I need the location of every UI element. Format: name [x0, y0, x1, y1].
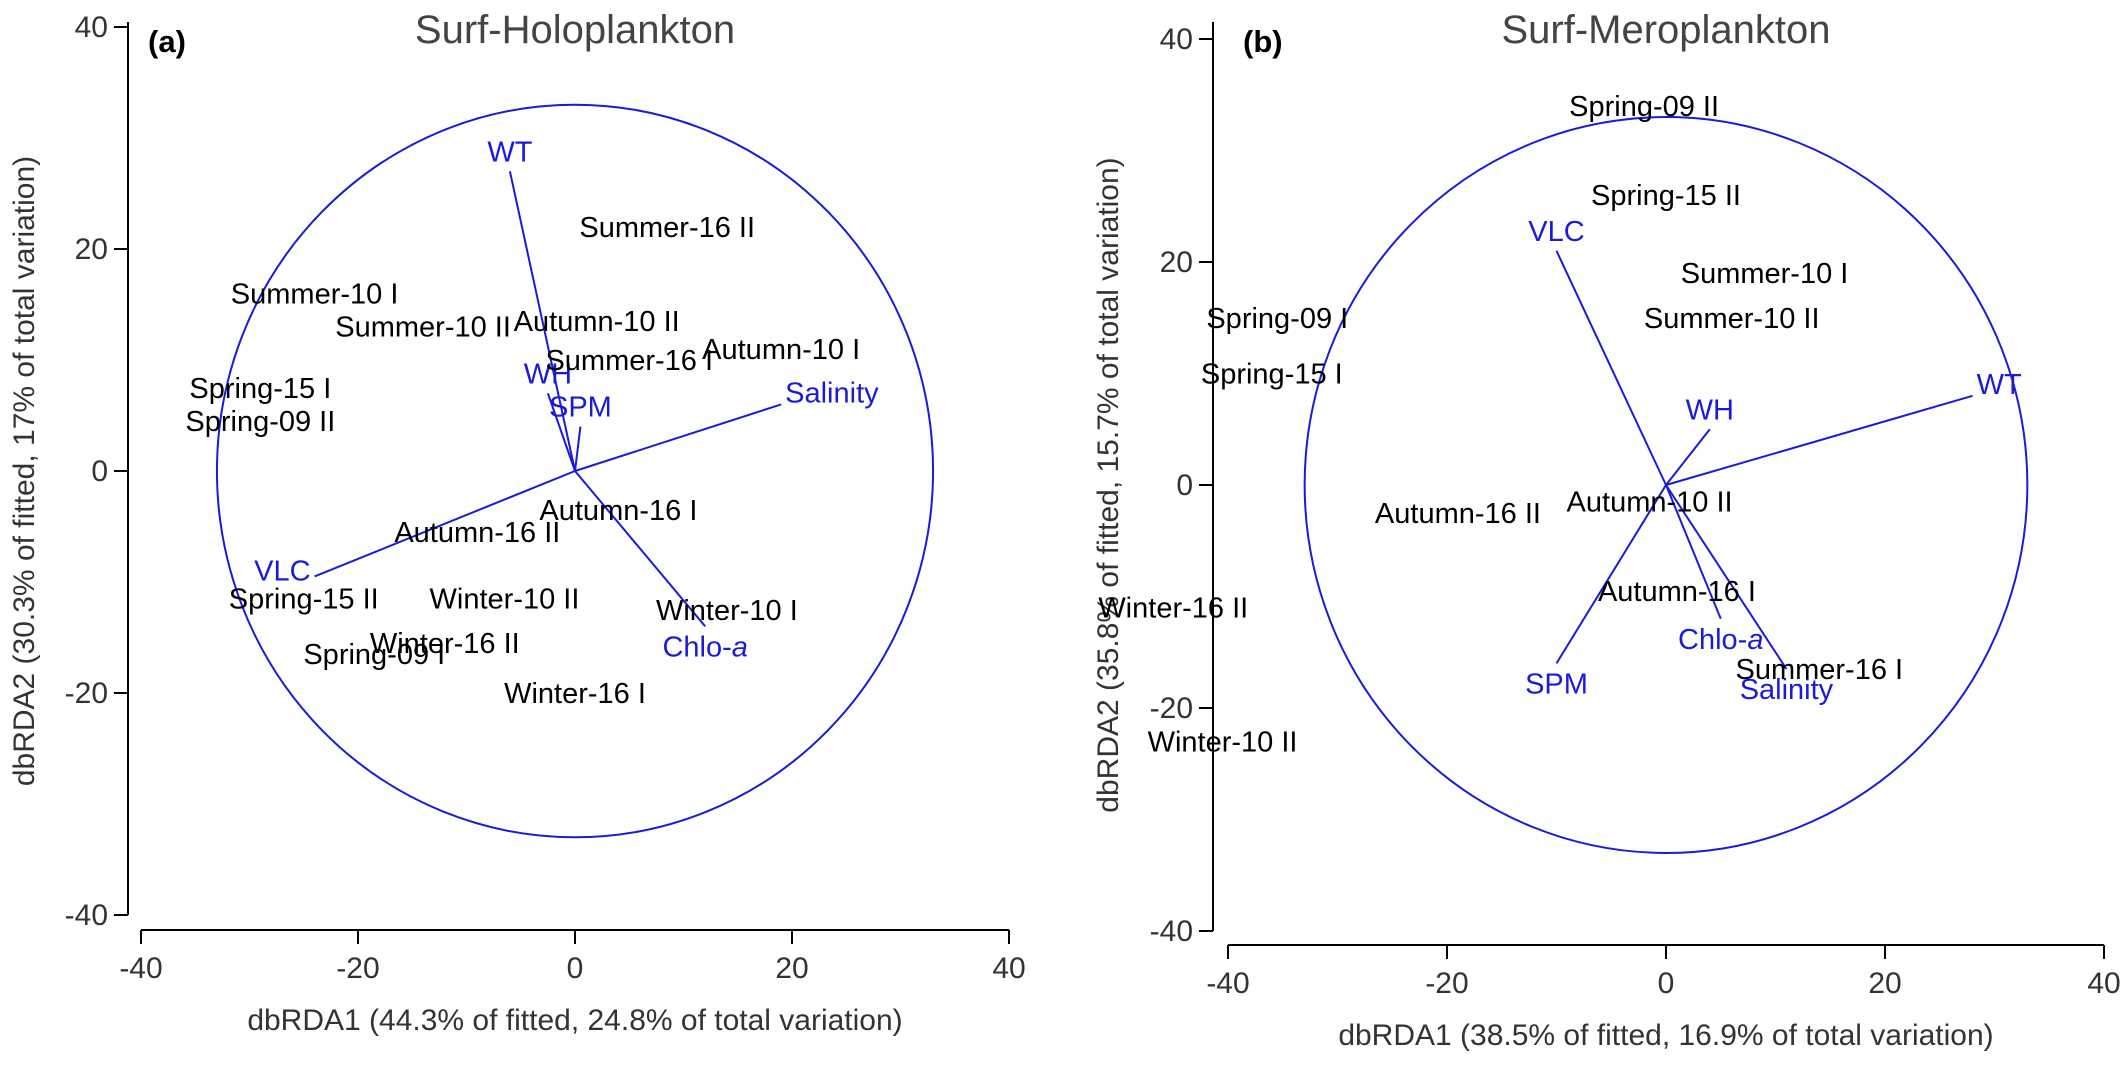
panel-b-x-tick-label: -40	[1206, 967, 1249, 1000]
panel-b-vector-label: WH	[1686, 394, 1734, 426]
panel-a-correlation-circle	[215, 103, 935, 839]
panel-a-point-label: Autumn-16 II	[394, 517, 560, 549]
panel-a-vector-label: VLC	[254, 555, 310, 587]
panel-a-vector-label: SPM	[549, 392, 612, 424]
panel-b-vector-label: Chlo-a	[1678, 624, 1763, 656]
panel-b-y-tick-label: -40	[1150, 915, 1193, 948]
panel-a-y-tick-label: 0	[91, 455, 108, 488]
panel-a-x-tick-label: 0	[567, 952, 584, 985]
panel-b-vector-label: WT	[1977, 369, 2022, 401]
panel-b-point-label: Autumn-16 II	[1375, 498, 1541, 530]
panel-a-y-tick-label: 40	[75, 11, 108, 44]
panel-a-x-tick-label: -20	[336, 952, 379, 985]
panel-a-vector	[574, 426, 582, 472]
panel-a-point-label: Summer-10 II	[335, 312, 511, 344]
panel-a-x-axis-title: dbRDA1 (44.3% of fitted, 24.8% of total …	[247, 1004, 902, 1037]
panel-a-vector	[574, 403, 782, 472]
panel-b-point-label: Summer-10 I	[1681, 258, 1849, 290]
panel-a-vector-label: WT	[487, 136, 532, 168]
panel-a-y-axis-title: dbRDA2 (30.3% of fitted, 17% of total va…	[8, 156, 41, 786]
panel-a-point-label: Winter-16 I	[504, 678, 646, 710]
panel-a-vector	[546, 392, 576, 472]
panel-a-y-tick-label: 20	[75, 233, 108, 266]
panel-a-point-label: Autumn-16 I	[539, 495, 697, 527]
panel-b-x-tick-label: -20	[1425, 967, 1468, 1000]
panel-a-vector	[508, 171, 576, 472]
panel-b-title: Surf-Meroplankton	[1501, 8, 1830, 52]
panel-a-title: Surf-Holoplankton	[415, 8, 735, 52]
panel-a-vector	[574, 470, 706, 628]
panel-a-point-label: Summer-10 I	[231, 278, 399, 310]
panel-a-vector-label: Chlo-a	[662, 631, 747, 663]
panel-a-x-tick-label: -40	[119, 952, 162, 985]
panel-b-vector	[1665, 428, 1711, 486]
panel-a-vector	[314, 470, 576, 578]
panel-b-vector	[1665, 484, 1788, 670]
panel-a-point-label: Spring-15 I	[189, 373, 331, 405]
panel-a-letter: (a)	[148, 24, 186, 59]
panel-a-x-tick-label: 20	[775, 952, 808, 985]
panel-b-point-label: Autumn-10 II	[1567, 487, 1733, 519]
panel-a-point-label: Spring-09 I	[303, 639, 445, 671]
panel-a-point-label: Spring-15 II	[229, 584, 379, 616]
panel-b-vector-label: VLC	[1528, 216, 1584, 248]
panel-a-y-tick-label: -20	[65, 677, 108, 710]
panel-b-correlation-circle	[1303, 116, 2029, 854]
panel-a-y-tick-label: -40	[65, 899, 108, 932]
panel-b-y-tick-label: -20	[1150, 692, 1193, 725]
panel-a-point-label: Summer-16 II	[579, 212, 755, 244]
panel-b-x-tick-label: 20	[1868, 967, 1901, 1000]
panel-b-vector-label: Salinity	[1740, 674, 1834, 706]
panel-a-x-tick-label: 40	[992, 952, 1025, 985]
panel-b-x-tick-label: 40	[2087, 967, 2120, 1000]
panel-b-point-label: Winter-16 II	[1098, 593, 1248, 625]
panel-b-y-axis-title: dbRDA2 (35.8% of fitted, 15.7% of total …	[1092, 157, 1125, 812]
panel-b-vector-label: SPM	[1525, 668, 1588, 700]
panel-a-vector-label: WH	[524, 358, 572, 390]
panel-b-point-label: Summer-16 I	[1735, 654, 1903, 686]
panel-a-point-label: Autumn-10 II	[514, 306, 680, 338]
panel-b-vector	[1665, 394, 1973, 486]
panel-b-point-label: Summer-10 II	[1644, 303, 1820, 335]
panel-b-y-tick-label: 0	[1176, 469, 1193, 502]
panel-b-point-label: Spring-15 I	[1201, 359, 1343, 391]
panel-a-point-label: Winter-16 II	[370, 628, 520, 660]
panel-b-point-label: Spring-09 I	[1206, 303, 1348, 335]
panel-a-point-label: Winter-10 II	[430, 584, 580, 616]
panel-b-vector	[1665, 484, 1722, 620]
panel-a-point-label: Winter-10 I	[656, 595, 798, 627]
panel-a-point-label: Spring-09 II	[185, 406, 335, 438]
panel-a-vector-label: Salinity	[785, 377, 879, 409]
panel-a-point-label: Summer-16 I	[545, 345, 713, 377]
panel-b-vector	[1555, 484, 1667, 664]
panel-b-y-tick-label: 40	[1160, 23, 1193, 56]
panel-b-point-label: Winter-10 II	[1148, 726, 1298, 758]
panel-b-y-tick-label: 20	[1160, 246, 1193, 279]
panel-a-point-label: Autumn-10 I	[702, 334, 860, 366]
panel-b-point-label: Autumn-16 I	[1598, 576, 1756, 608]
panel-b-letter: (b)	[1243, 24, 1283, 59]
panel-b-vector	[1555, 250, 1667, 486]
panel-b-x-tick-label: 0	[1658, 967, 1675, 1000]
panel-b-x-axis-title: dbRDA1 (38.5% of fitted, 16.9% of total …	[1338, 1019, 1993, 1052]
panel-b-point-label: Spring-15 II	[1591, 180, 1741, 212]
panel-b-point-label: Spring-09 II	[1569, 91, 1719, 123]
